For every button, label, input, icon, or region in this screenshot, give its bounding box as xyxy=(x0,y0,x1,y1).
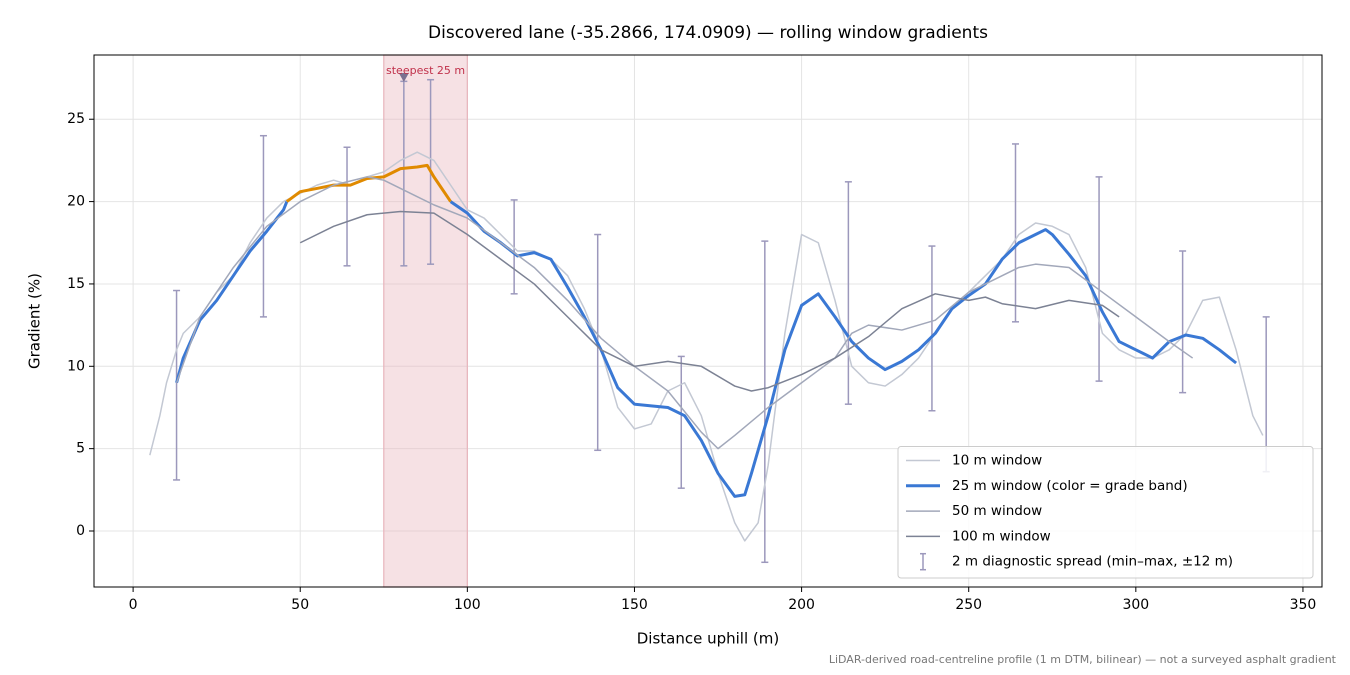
y-axis-label: Gradient (%) xyxy=(26,273,44,369)
highlight-marker xyxy=(398,73,409,83)
x-axis-label: Distance uphill (m) xyxy=(637,630,779,648)
legend-label: 25 m window (color = grade band) xyxy=(952,478,1188,494)
legend-label: 10 m window xyxy=(952,453,1042,469)
x-tick-label: 50 xyxy=(291,597,309,613)
series-line xyxy=(299,210,1120,392)
y-tick-label: 0 xyxy=(76,523,85,539)
legend-label: 100 m window xyxy=(952,528,1051,544)
y-tick-label: 5 xyxy=(76,441,85,457)
series-line xyxy=(175,176,1194,450)
footnote: LiDAR-derived road-centreline profile (1… xyxy=(829,653,1337,666)
legend-label: 50 m window xyxy=(952,503,1042,519)
x-tick-label: 0 xyxy=(129,597,138,613)
x-tick-label: 200 xyxy=(788,597,815,613)
y-tick-label: 15 xyxy=(67,276,85,292)
legend-box xyxy=(897,446,1314,579)
y-tick-label: 10 xyxy=(67,358,85,374)
x-tick-label: 250 xyxy=(955,597,982,613)
series-line xyxy=(285,163,452,203)
series-line xyxy=(149,151,1264,542)
plot-frame xyxy=(93,54,1323,588)
series-line xyxy=(175,201,289,384)
legend-label: 2 m diagnostic spread (min–max, ±12 m) xyxy=(952,554,1233,570)
highlight-label: steepest 25 m xyxy=(386,64,465,77)
x-tick-label: 350 xyxy=(1290,597,1317,613)
y-tick-label: 20 xyxy=(67,194,85,210)
x-tick-label: 150 xyxy=(621,597,648,613)
x-tick-label: 300 xyxy=(1122,597,1149,613)
x-tick-label: 100 xyxy=(454,597,481,613)
y-tick-label: 25 xyxy=(67,111,85,127)
highlight-band xyxy=(383,54,468,588)
chart-title: Discovered lane (-35.2866, 174.0909) — r… xyxy=(428,23,988,43)
